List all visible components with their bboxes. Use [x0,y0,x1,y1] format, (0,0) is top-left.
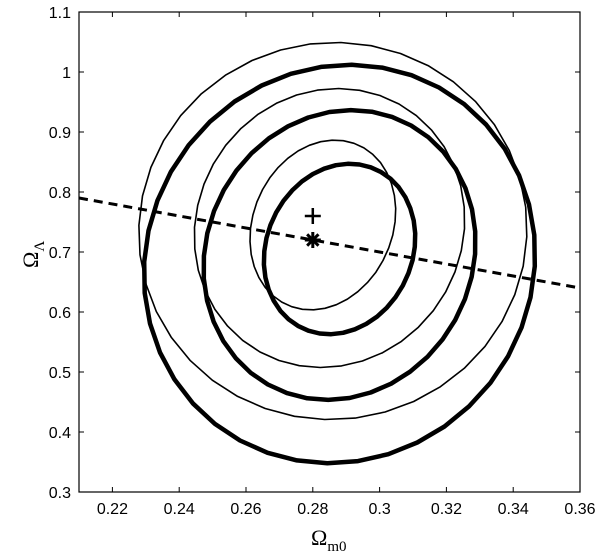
y-tick-label: 0.4 [49,425,71,442]
y-tick-label: 0.6 [49,305,71,322]
y-tick-label: 0.3 [49,485,71,502]
contour-thick-1 [261,161,418,337]
regression-line-layer [79,196,580,290]
x-tick-label: 0.26 [230,501,261,518]
contour-thin-3 [138,41,528,421]
y-axis-label-sub: Λ [32,241,48,252]
contour-layer [138,41,538,466]
y-axis-label-main: Ω [18,252,43,268]
plot-background [79,12,580,492]
y-tick-label: 0.7 [49,245,71,262]
y-tick-label: 0.5 [49,365,71,382]
contour-thin-2 [193,87,466,369]
x-axis-label-main: Ω [311,525,327,550]
x-axis-label: Ωm0 [311,525,347,553]
y-tick-label: 1 [62,65,71,82]
y-tick-label: 0.9 [49,125,71,142]
contour-thick-3 [141,62,538,466]
plus-marker [304,208,321,224]
tick-layer: 0.22 0.24 0.26 0.28 0.3 0.32 0.34 0.36 0.3 0.4 0.5… [49,5,596,518]
contour-thin-1 [249,139,397,311]
x-tick-label: 0.28 [297,501,328,518]
y-axis-label: ΩΛ [18,241,48,268]
x-tick-label: 0.22 [97,501,128,518]
marker-layer [304,208,321,248]
x-tick-label: 0.32 [431,501,462,518]
y-tick-label: 0.8 [49,185,71,202]
x-tick-label: 0.34 [498,501,529,518]
asterisk-marker-stroke-3 [306,233,320,247]
contour-thick-2 [201,107,478,403]
y-tick-label: 1.1 [49,5,71,22]
x-axis-label-sub: m0 [327,539,346,553]
dashed-degeneracy-line [79,196,580,290]
x-tick-label: 0.24 [164,501,195,518]
asterisk-marker [304,232,321,248]
x-tick-label: 0.36 [564,501,595,518]
x-tick-label: 0.3 [368,501,390,518]
